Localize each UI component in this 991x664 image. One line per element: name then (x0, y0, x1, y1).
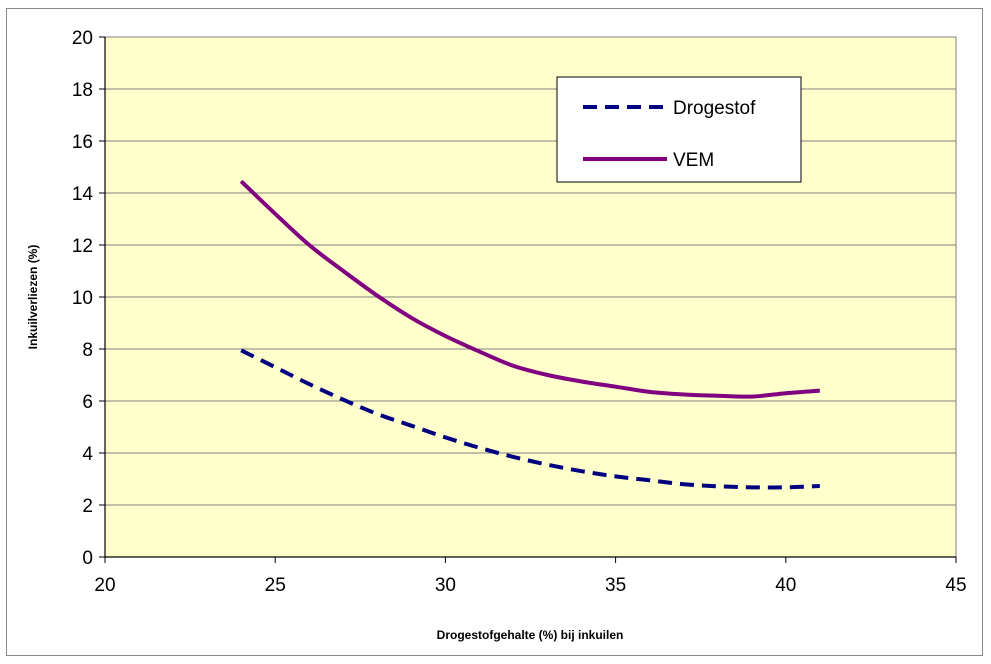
y-tick-label: 0 (82, 548, 93, 569)
y-tick-label: 20 (72, 28, 93, 49)
y-axis-title: Inkuilverliezen (%) (26, 245, 40, 350)
legend-label-vem: VEM (673, 150, 714, 171)
x-tick-label: 30 (435, 575, 456, 596)
y-tick-label: 4 (82, 444, 93, 465)
legend-label-drogestof: Drogestof (673, 98, 756, 119)
x-tick-label: 35 (605, 575, 626, 596)
series-layer (239, 179, 820, 490)
x-axis-title: Drogestofgehalte (%) bij inkuilen (437, 628, 624, 642)
legend: Drogestof VEM (556, 76, 802, 183)
gridlines (105, 88, 956, 506)
y-tick-label: 6 (82, 392, 93, 413)
y-tick-label: 16 (72, 132, 93, 153)
y-axis-ticks: 0 2 4 6 8 10 12 14 16 18 20 (72, 28, 105, 569)
x-axis-ticks: 20 25 30 35 40 45 (94, 557, 967, 596)
y-tick-label: 12 (72, 236, 93, 257)
x-tick-label: 20 (94, 575, 115, 596)
x-tick-label: 45 (945, 575, 966, 596)
x-tick-label: 40 (775, 575, 796, 596)
y-tick-label: 8 (82, 340, 93, 361)
y-tick-label: 14 (72, 184, 94, 205)
y-tick-label: 2 (82, 496, 93, 517)
series-line-drogestof (240, 348, 820, 490)
x-tick-label: 25 (265, 575, 286, 596)
y-tick-label: 18 (72, 80, 93, 101)
legend-box (556, 76, 802, 183)
series-line-vem (239, 179, 820, 399)
y-tick-label: 10 (72, 288, 93, 309)
